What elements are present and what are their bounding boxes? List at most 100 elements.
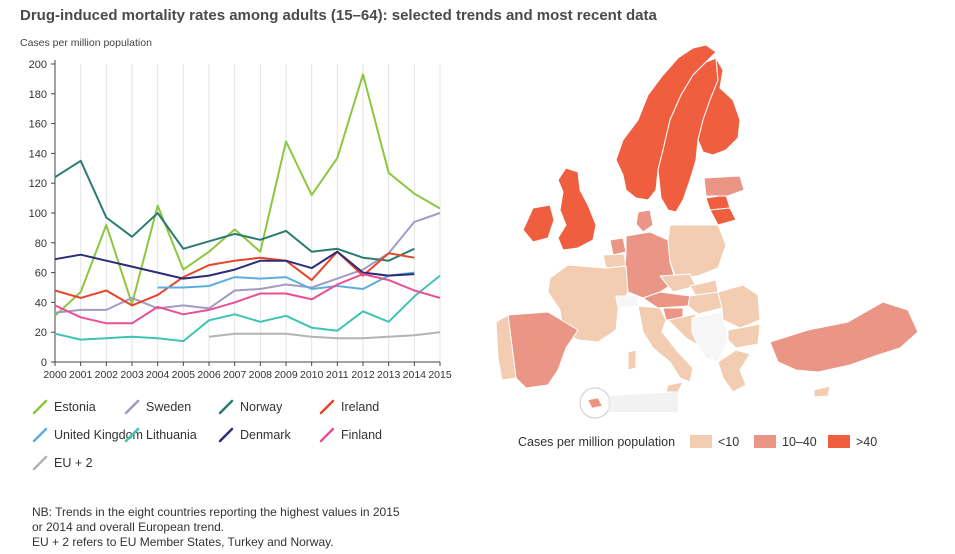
legend-swatch: [124, 427, 140, 443]
map-country-lithuania: [709, 207, 737, 226]
map-country-portugal: [495, 314, 517, 381]
map-legend-label-low: <10: [718, 435, 740, 449]
legend-label: Lithuania: [146, 428, 197, 442]
x-tick-label: 2000: [43, 369, 67, 381]
x-tick-label: 2003: [120, 369, 144, 381]
legend-label: United Kingdom: [54, 428, 143, 442]
series-line-norway: [54, 159, 415, 262]
legend-swatch: [32, 399, 48, 415]
x-tick-label: 2004: [146, 369, 170, 381]
y-tick-label: 180: [29, 89, 47, 101]
y-tick-label: 20: [35, 327, 47, 339]
chart-title: Drug-induced mortality rates among adult…: [20, 7, 657, 24]
map-country-latvia: [703, 175, 745, 197]
map-country-poland: [667, 224, 727, 279]
y-tick-label: 140: [29, 148, 47, 160]
legend-swatch: [319, 427, 335, 443]
map-country-hungary: [687, 291, 723, 315]
x-tick-label: 2006: [197, 369, 221, 381]
legend-item: United Kingdom: [32, 426, 143, 446]
map-legend: Cases per million population <10 10–40 >…: [518, 433, 938, 453]
legend-swatch: [32, 427, 48, 443]
x-tick-label: 2012: [351, 369, 375, 381]
legend-item: Lithuania: [124, 426, 234, 446]
map-country-ireland: [522, 204, 555, 243]
legend-label: Norway: [240, 400, 283, 414]
map-country-spain: [507, 311, 579, 389]
map-country-czechia: [659, 273, 697, 293]
map-country-netherlands: [609, 237, 627, 256]
map-country-finland: [697, 57, 741, 156]
footnote: NB: Trends in the eight countries report…: [32, 505, 452, 550]
map-country-sardinia: [627, 349, 637, 371]
map-country-malta: [587, 397, 603, 409]
series-line-eu-2: [208, 331, 441, 340]
map-country-italy: [637, 305, 694, 383]
series-line-sweden: [54, 212, 441, 314]
x-tick-label: 2011: [326, 369, 349, 381]
legend-item: EU + 2: [32, 454, 142, 474]
footnote-line: EU + 2 refers to EU Member States, Turke…: [32, 535, 334, 549]
series-line-united-kingdom: [157, 271, 415, 290]
map-legend-label-high: >40: [856, 435, 878, 449]
y-axis-label: Cases per million population: [20, 37, 152, 49]
legend-label: Denmark: [240, 428, 291, 442]
map-legend-label-mid: 10–40: [782, 435, 817, 449]
series-line-ireland: [54, 250, 415, 307]
map-country-france: [547, 264, 629, 343]
y-tick-label: 120: [29, 178, 47, 190]
series-line-denmark: [54, 250, 415, 280]
x-tick-label: 2015: [428, 369, 452, 381]
legend-label: Finland: [341, 428, 382, 442]
y-tick-label: 0: [41, 357, 47, 369]
x-tick-label: 2010: [300, 369, 324, 381]
footnote-line: NB: Trends in the eight countries report…: [32, 505, 400, 519]
x-tick-label: 2001: [69, 369, 93, 381]
legend-swatch: [32, 455, 48, 471]
europe-map: [495, 44, 919, 419]
legend-item: Ireland: [319, 398, 429, 418]
legend-swatch: [218, 399, 234, 415]
legend-swatch: [218, 427, 234, 443]
x-tick-label: 2009: [274, 369, 298, 381]
y-tick-label: 100: [29, 208, 47, 220]
y-tick-label: 60: [35, 268, 47, 280]
x-tick-label: 2013: [377, 369, 401, 381]
map-country-sicily: [665, 381, 684, 393]
y-tick-label: 80: [35, 238, 47, 250]
footnote-line: or 2014 and overall European trend.: [32, 520, 225, 534]
legend-item: Norway: [218, 398, 328, 418]
map-country-united-kingdom: [557, 167, 597, 251]
legend-item: Sweden: [124, 398, 234, 418]
x-tick-label: 2014: [403, 369, 427, 381]
y-tick-label: 40: [35, 297, 47, 309]
map-country-greece: [717, 349, 751, 393]
map-country-denmark: [635, 209, 654, 233]
series-line-finland: [54, 273, 441, 325]
map-legend-title: Cases per million population: [518, 435, 676, 449]
malta-inset-pointer: [608, 392, 678, 412]
y-tick-label: 200: [29, 59, 47, 71]
x-tick-label: 2005: [172, 369, 196, 381]
legend-label: EU + 2: [54, 456, 93, 470]
map-country-cyprus: [813, 385, 831, 398]
legend-item: Denmark: [218, 426, 328, 446]
x-tick-label: 2007: [223, 369, 247, 381]
series-line-lithuania: [54, 274, 441, 343]
map-legend-swatch-mid: [754, 435, 776, 448]
legend-swatch: [319, 399, 335, 415]
y-tick-label: 160: [29, 119, 47, 131]
legend-swatch: [124, 399, 140, 415]
map-legend-swatch-high: [828, 435, 850, 448]
map-country-turkey: [769, 301, 919, 373]
legend-label: Estonia: [54, 400, 96, 414]
map-country-estonia: [705, 194, 731, 211]
map-country-switzerland: [615, 295, 639, 309]
map-country-romania: [717, 284, 761, 329]
map-legend-swatch-low: [690, 435, 712, 448]
map-country-bulgaria: [727, 323, 761, 349]
x-tick-label: 2008: [249, 369, 273, 381]
x-tick-label: 2002: [95, 369, 119, 381]
legend-label: Ireland: [341, 400, 380, 414]
legend-label: Sweden: [146, 400, 192, 414]
